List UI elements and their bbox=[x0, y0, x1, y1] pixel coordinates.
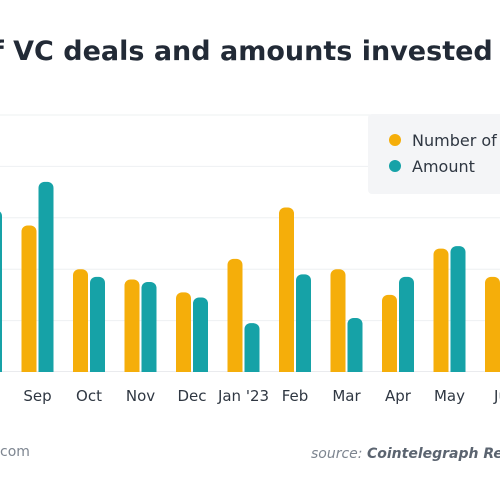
x-tick-label: May bbox=[434, 387, 465, 405]
bar-amount-9 bbox=[450, 246, 466, 378]
x-tick-label: Nov bbox=[126, 387, 155, 405]
source-name: Cointelegraph Res bbox=[367, 446, 500, 462]
legend-label-deals: Number of bbox=[412, 131, 497, 150]
bar-deals-4 bbox=[176, 292, 191, 378]
bar-amount-2 bbox=[90, 276, 105, 378]
bar-amount-3 bbox=[141, 282, 157, 378]
legend: Number of Amount bbox=[368, 114, 500, 194]
bar-deals-9 bbox=[433, 248, 449, 378]
bar-amount-7 bbox=[347, 318, 363, 378]
bar-amount-8 bbox=[399, 276, 414, 378]
source-credit: source: Cointelegraph Res bbox=[311, 446, 500, 462]
x-tick-label: Jan '23 bbox=[217, 387, 269, 405]
bar-deals-1 bbox=[21, 225, 37, 378]
bar-deals-7 bbox=[330, 269, 346, 378]
x-tick-label: Feb bbox=[282, 387, 309, 405]
chart-title: f VC deals and amounts invested YT bbox=[0, 36, 500, 67]
bar-amount-5 bbox=[244, 323, 260, 378]
bar-deals-6 bbox=[279, 207, 294, 378]
x-tick-label: Mar bbox=[332, 387, 361, 405]
bar-deals-3 bbox=[124, 279, 140, 378]
x-tick-labels: tSepOctNovDecJan '23FebMarAprMayJu bbox=[23, 387, 500, 405]
legend-marker-amount bbox=[389, 160, 401, 172]
bar-deals-2 bbox=[73, 269, 88, 378]
bar-amount-6 bbox=[296, 274, 311, 378]
bar-deals-5 bbox=[227, 258, 243, 378]
source-prefix: source: bbox=[311, 446, 367, 462]
x-tick-label: Dec bbox=[177, 387, 206, 405]
bar-amount-4 bbox=[193, 297, 208, 378]
bars-group bbox=[0, 181, 500, 380]
legend-box bbox=[368, 114, 500, 194]
x-tick-label: Sep bbox=[23, 387, 51, 405]
bar-deals-8 bbox=[382, 294, 397, 378]
x-tick-label: Oct bbox=[76, 387, 102, 405]
x-tick-label: Ju bbox=[493, 387, 500, 405]
bar-amount-1 bbox=[38, 181, 54, 378]
footer-site-text: com bbox=[0, 444, 30, 460]
x-tick-label: Apr bbox=[385, 387, 412, 405]
bar-amount-0 bbox=[0, 211, 2, 377]
baseline-mask bbox=[0, 372, 500, 380]
legend-marker-deals bbox=[389, 134, 401, 146]
bar-deals-10 bbox=[485, 276, 500, 378]
legend-label-amount: Amount bbox=[412, 157, 475, 176]
